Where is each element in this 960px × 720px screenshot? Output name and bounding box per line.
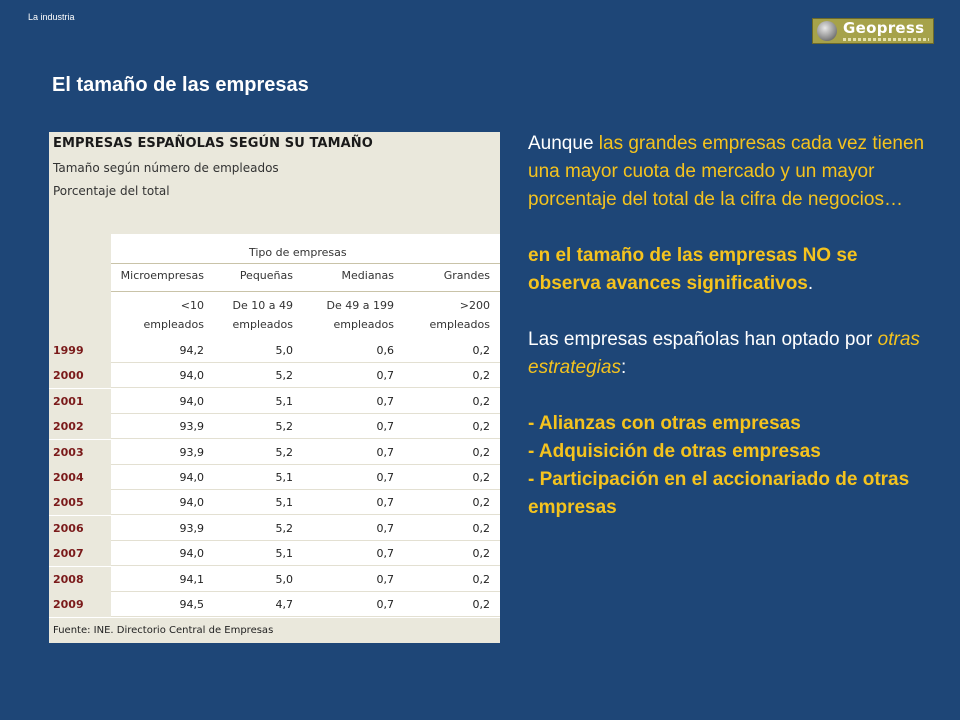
table-row: 2008 94,1 5,0 0,7 0,2	[49, 566, 500, 592]
row-cell: 0,7	[376, 369, 395, 383]
row-cell: 94,0	[179, 547, 205, 561]
col-unit-small: empleados	[232, 318, 293, 331]
table-row: 2001 94,0 5,1 0,7 0,2	[49, 388, 500, 414]
row-cell: 94,0	[179, 496, 205, 510]
table-row: 2009 94,5 4,7 0,7 0,2	[49, 592, 500, 617]
row-cell: 5,0	[275, 572, 294, 586]
table-title: EMPRESAS ESPAÑOLAS SEGÚN SU TAMAÑO	[53, 136, 373, 151]
row-cell: 0,2	[472, 420, 491, 434]
row-year: 1999	[49, 338, 111, 363]
col-range-small: De 10 a 49	[232, 299, 293, 312]
table-subtitle-1: Tamaño según número de empleados	[53, 161, 279, 175]
row-cell: 5,1	[275, 496, 294, 510]
col-header-small: Pequeñas	[239, 269, 293, 282]
col-header-micro: Microempresas	[120, 269, 204, 282]
row-cell: 5,0	[275, 344, 294, 357]
row-cell: 5,1	[275, 547, 294, 561]
row-cell: 0,7	[376, 547, 395, 561]
row-cell: 94,2	[179, 344, 205, 357]
row-year: 2008	[49, 566, 111, 592]
row-cell: 0,7	[376, 496, 395, 510]
paragraph-1: Aunque las grandes empresas cada vez tie…	[528, 133, 925, 210]
paragraph-3: Las empresas españolas han optado por ot…	[528, 329, 920, 378]
row-cell: 0,7	[376, 521, 395, 535]
row-cell: 0,2	[472, 369, 491, 383]
table-source: Fuente: INE. Directorio Central de Empre…	[49, 618, 500, 643]
logo-text: Geopress	[843, 18, 925, 37]
logo-tagline-decoration	[843, 38, 929, 41]
row-cell: 5,2	[275, 420, 294, 434]
row-year: 2007	[49, 541, 111, 567]
row-year: 2001	[49, 388, 111, 414]
row-year: 2005	[49, 490, 111, 516]
row-cell: 5,2	[275, 521, 294, 535]
row-cell: 4,7	[275, 598, 294, 611]
bullet-acquisitions: - Adquisición de otras empresas	[528, 441, 821, 462]
row-year: 2003	[49, 439, 111, 465]
group-header: Tipo de empresas	[249, 246, 347, 259]
table-row: 1999 94,2 5,0 0,6 0,2	[49, 338, 500, 363]
table-row: 2005 94,0 5,1 0,7 0,2	[49, 490, 500, 516]
row-cell: 0,2	[472, 394, 491, 408]
row-cell: 94,0	[179, 394, 205, 408]
row-cell: 0,7	[376, 394, 395, 408]
row-cell: 94,0	[179, 369, 205, 383]
row-cell: 0,2	[472, 598, 491, 611]
row-cell: 0,7	[376, 598, 395, 611]
table-row: 2000 94,0 5,2 0,7 0,2	[49, 363, 500, 389]
table-row: 2007 94,0 5,1 0,7 0,2	[49, 541, 500, 567]
row-cell: 93,9	[179, 420, 205, 434]
row-cell: 0,6	[376, 344, 395, 357]
row-cell: 0,2	[472, 496, 491, 510]
col-range-large: >200	[459, 299, 490, 312]
explanation-text: Aunque las grandes empresas cada vez tie…	[528, 130, 928, 522]
col-unit-large: empleados	[429, 318, 490, 331]
row-cell: 0,2	[472, 471, 491, 484]
table-column-headers: Tipo de empresas Microempresas Pequeñas …	[49, 234, 500, 338]
table-header-area: EMPRESAS ESPAÑOLAS SEGÚN SU TAMAÑO Tamañ…	[49, 132, 500, 234]
row-year: 2002	[49, 414, 111, 440]
row-year: 2009	[49, 592, 111, 617]
row-year: 2004	[49, 465, 111, 490]
row-year: 2000	[49, 363, 111, 389]
table-subtitle-2: Porcentaje del total	[53, 184, 170, 198]
row-cell: 0,7	[376, 445, 395, 459]
table-row: 2003 93,9 5,2 0,7 0,2	[49, 439, 500, 465]
row-cell: 93,9	[179, 445, 205, 459]
row-cell: 0,2	[472, 445, 491, 459]
row-cell: 93,9	[179, 521, 205, 535]
company-size-table: EMPRESAS ESPAÑOLAS SEGÚN SU TAMAÑO Tamañ…	[49, 132, 500, 643]
row-cell: 5,2	[275, 445, 294, 459]
row-cell: 0,2	[472, 547, 491, 561]
row-cell: 5,1	[275, 471, 294, 484]
bullet-alliances: - Alianzas con otras empresas	[528, 413, 801, 434]
section-label: La industria	[28, 12, 75, 22]
row-cell: 0,7	[376, 420, 395, 434]
slide-title: El tamaño de las empresas	[52, 74, 309, 96]
row-year: 2006	[49, 515, 111, 541]
col-range-micro: <10	[180, 299, 204, 312]
col-header-medium: Medianas	[341, 269, 394, 282]
row-cell: 0,7	[376, 471, 395, 484]
row-cell: 0,2	[472, 572, 491, 586]
table-row: 2006 93,9 5,2 0,7 0,2	[49, 515, 500, 541]
table-row: 2004 94,0 5,1 0,7 0,2	[49, 465, 500, 490]
row-cell: 0,2	[472, 344, 491, 357]
row-cell: 94,0	[179, 471, 205, 484]
col-range-medium: De 49 a 199	[326, 299, 394, 312]
row-cell: 0,2	[472, 521, 491, 535]
paragraph-2: en el tamaño de las empresas NO se obser…	[528, 245, 858, 294]
bullet-shareholding: - Participación en el accionariado de ot…	[528, 469, 910, 518]
col-unit-micro: empleados	[143, 318, 204, 331]
table-row: 2002 93,9 5,2 0,7 0,2	[49, 414, 500, 440]
row-cell: 0,7	[376, 572, 395, 586]
globe-icon	[817, 21, 837, 41]
row-cell: 5,1	[275, 394, 294, 408]
row-cell: 94,5	[179, 598, 205, 611]
col-unit-medium: empleados	[333, 318, 394, 331]
geopress-logo: Geopress	[812, 18, 934, 44]
row-cell: 5,2	[275, 369, 294, 383]
row-cell: 94,1	[179, 572, 205, 586]
col-header-large: Grandes	[443, 269, 490, 282]
